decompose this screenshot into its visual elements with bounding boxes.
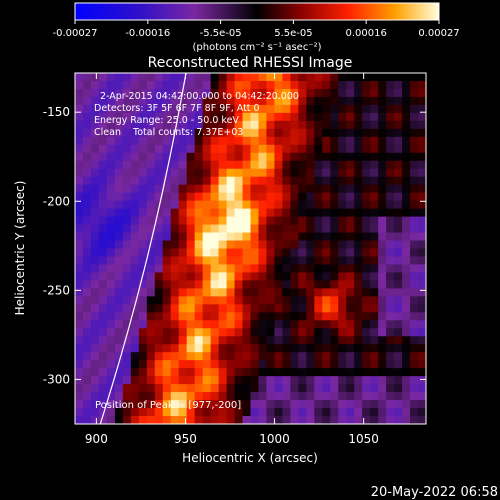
y-tick-label: -150 (43, 105, 70, 119)
solar-limb-line (99, 73, 187, 424)
axis-ticks: 900 950 1000 1050 -150 -200 -250 -300 (43, 73, 426, 446)
info-line-clean: Clean Total counts: 7.37E+03 (94, 127, 243, 138)
colorbar-tick-label: -0.00016 (125, 28, 170, 39)
y-tick-label: -300 (43, 372, 70, 386)
x-tick-label: 950 (174, 432, 197, 446)
colorbar-tick-label: -0.00027 (53, 28, 98, 39)
info-line-detectors: Detectors: 3F 5F 6F 7F 8F 9F, Att 0 (94, 103, 260, 114)
rhessi-image (75, 73, 426, 424)
colorbar-ticks: -0.00027 -0.00016 -5.5e-05 5.5e-05 0.00016 0.… (53, 20, 460, 39)
x-tick-label: 1050 (348, 432, 379, 446)
timestamp: 20-May-2022 06:58 (371, 485, 498, 500)
colorbar-tick-label: -5.5e-05 (200, 28, 242, 39)
plot-frame (74, 72, 427, 425)
colorbar-tick-label: 0.00027 (418, 28, 459, 39)
figure-title: Reconstructed RHESSI Image (148, 55, 353, 71)
x-tick-label: 1000 (259, 432, 290, 446)
peak-position-label: Position of Peak = [977,-200] (95, 400, 241, 411)
y-tick-label: -250 (43, 283, 70, 297)
colorbar-tick-label: 5.5e-05 (274, 28, 312, 39)
x-tick-label: 900 (85, 432, 108, 446)
y-tick-label: -200 (43, 194, 70, 208)
info-line-time: 2-Apr-2015 04:42:00.000 to 04:42:20.000 (100, 91, 299, 102)
x-axis-label: Heliocentric X (arcsec) (182, 451, 318, 465)
y-axis-label: Heliocentric Y (arcsec) (13, 181, 27, 316)
colorbar (74, 2, 440, 21)
colorbar-tick-label: 0.00016 (346, 28, 387, 39)
colorbar-unit-label: (photons cm⁻² s⁻¹ asec⁻²) (192, 42, 321, 53)
info-line-energy: Energy Range: 25.0 - 50.0 keV (94, 115, 239, 126)
